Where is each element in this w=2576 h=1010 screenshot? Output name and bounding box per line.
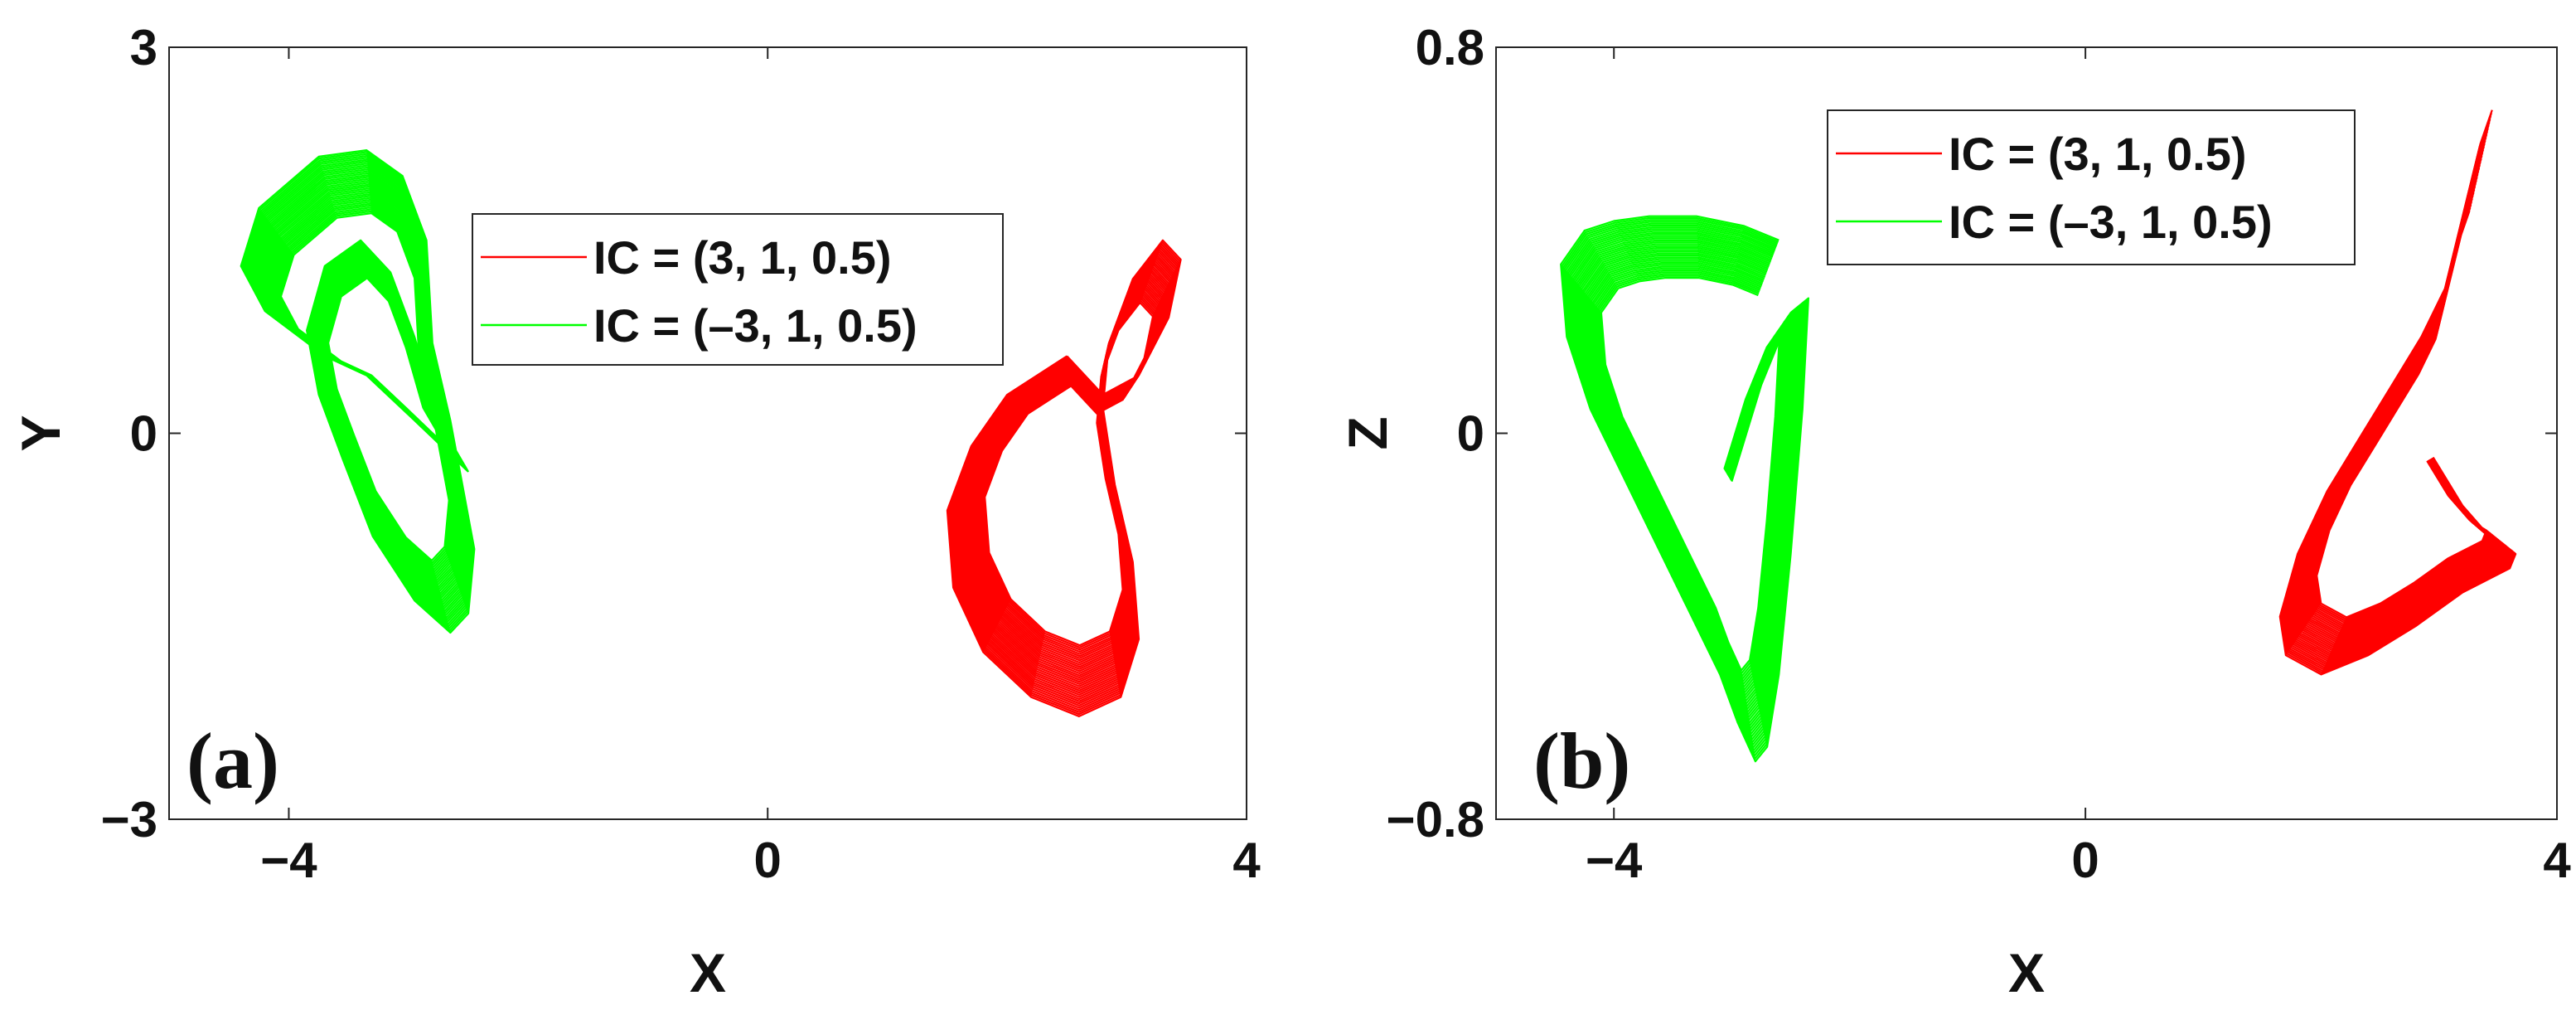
y-axis-label: Y bbox=[10, 415, 71, 451]
x-tick-label: −4 bbox=[1586, 833, 1643, 888]
legend-label: IC = (–3, 1, 0.5) bbox=[1949, 196, 2273, 248]
y-tick-label: 0 bbox=[130, 406, 157, 462]
legend-label: IC = (–3, 1, 0.5) bbox=[593, 299, 918, 352]
y-axis-label: Z bbox=[1337, 416, 1398, 449]
series-line-2 bbox=[240, 149, 476, 634]
x-tick-label: 4 bbox=[2543, 833, 2571, 888]
x-tick-label: 0 bbox=[2071, 833, 2099, 888]
data-layer bbox=[240, 149, 1182, 718]
legend-box bbox=[472, 213, 1004, 366]
x-tick-label: −4 bbox=[260, 833, 317, 888]
legend-label: IC = (3, 1, 0.5) bbox=[1949, 128, 2247, 180]
x-axis-label: X bbox=[2008, 942, 2045, 1003]
data-layer bbox=[1560, 109, 2517, 763]
y-tick-label: 0 bbox=[1457, 406, 1484, 462]
series-line-1 bbox=[2278, 109, 2517, 676]
chart-panel-a: −4 0 4 −3 0 3 X Y IC = (3, 1, 0.5) IC = (–3, 1, 0… bbox=[10, 20, 1261, 1003]
y-tick-label: −3 bbox=[101, 792, 157, 847]
chart-panel-b: −4 0 4 −0.8 0 0.8 X Z IC = (3, 1, 0.5) IC = (–3, … bbox=[1337, 20, 2571, 1003]
x-tick-label: 0 bbox=[754, 833, 782, 888]
y-tick-label: 0.8 bbox=[1416, 20, 1484, 75]
y-tick-label: −0.8 bbox=[1387, 792, 1484, 847]
series-line-1 bbox=[946, 239, 1182, 718]
panel-label: (a) bbox=[186, 716, 279, 805]
y-tick-label: 3 bbox=[130, 20, 157, 75]
series-line-2 bbox=[1560, 215, 1809, 763]
x-tick-label: 4 bbox=[1232, 833, 1261, 888]
legend: IC = (3, 1, 0.5) IC = (–3, 1, 0.5) bbox=[1827, 109, 2356, 265]
panel-label: (b) bbox=[1533, 716, 1630, 805]
legend: IC = (3, 1, 0.5) IC = (–3, 1, 0.5) bbox=[472, 213, 1004, 366]
x-axis-label: X bbox=[690, 942, 726, 1003]
legend-label: IC = (3, 1, 0.5) bbox=[593, 231, 892, 284]
legend-box bbox=[1827, 109, 2356, 265]
